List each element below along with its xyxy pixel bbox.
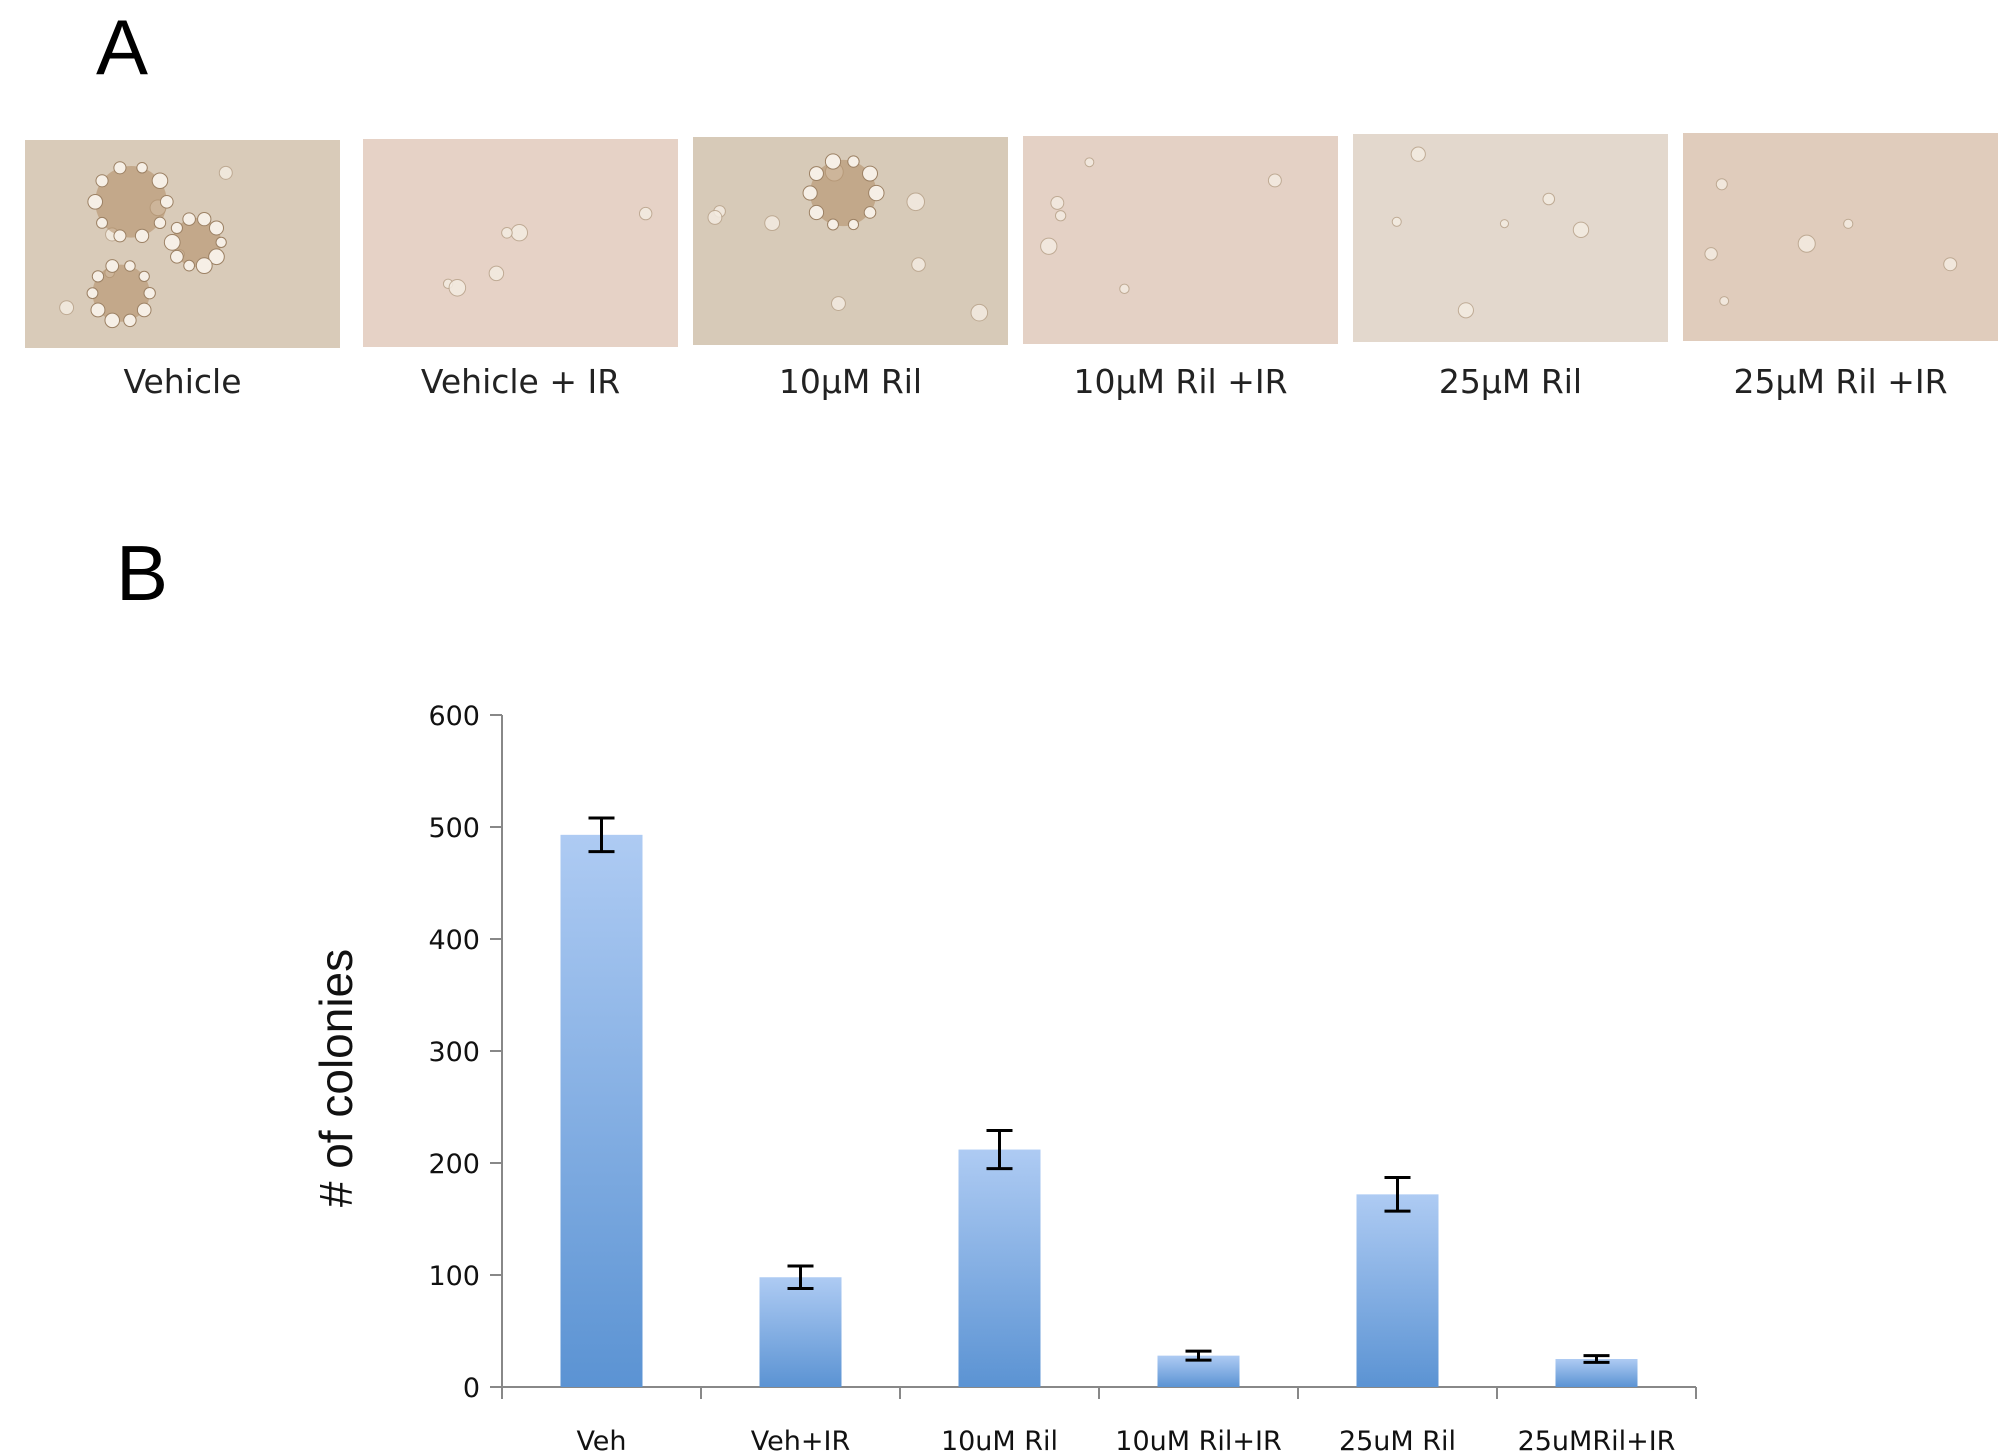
error-bar-2	[787, 1264, 814, 1290]
x-tick-label-5: 25uM Ril	[1339, 1426, 1456, 1455]
photo-caption-6: 25μM Ril +IR	[1733, 362, 1948, 401]
photo-caption-3: 10μM Ril	[778, 362, 923, 401]
photo-caption-5: 25μM Ril	[1438, 362, 1583, 401]
error-bar-1	[588, 816, 615, 854]
y-tick-label: 400	[428, 925, 480, 956]
bar-2	[759, 1277, 842, 1387]
error-bar-3	[986, 1129, 1013, 1171]
colony-photo-4	[1023, 136, 1338, 344]
photo-caption-4: 10μM Ril +IR	[1073, 362, 1288, 401]
y-axis-label: # of colonies	[310, 949, 362, 1207]
chart-tick-labels: 0 100 200 300 400 500 600 Veh Veh+IR 10uM Ril 10uM…	[428, 701, 1675, 1455]
panel-a-letter: A	[96, 3, 149, 91]
colony-photo-6	[1683, 133, 1998, 341]
bar-3	[958, 1149, 1041, 1387]
x-tick-label-3: 10uM Ril	[941, 1426, 1058, 1455]
error-bar-5	[1384, 1176, 1411, 1213]
x-tick-label-1: Veh	[576, 1426, 626, 1455]
x-tick-label-6: 25uMRil+IR	[1518, 1426, 1676, 1455]
y-tick-label: 200	[428, 1149, 480, 1180]
error-bar-4	[1185, 1349, 1212, 1362]
panel-b-letter: B	[116, 529, 169, 617]
y-tick-label: 600	[428, 701, 480, 732]
chart-error-bars	[588, 816, 1610, 1364]
y-tick-label: 0	[463, 1373, 480, 1404]
colony-bar-chart: 0 100 200 300 400 500 600 Veh Veh+IR 10uM Ril 10uM…	[310, 701, 1697, 1455]
bar-5	[1356, 1194, 1439, 1387]
bar-1	[560, 834, 643, 1387]
y-tick-label: 100	[428, 1261, 480, 1292]
y-tick-label: 300	[428, 1037, 480, 1068]
colony-photo-3	[693, 137, 1008, 345]
y-tick-label: 500	[428, 813, 480, 844]
colony-photo-1	[25, 140, 340, 348]
chart-bars	[560, 834, 1638, 1387]
chart-axes	[490, 714, 1697, 1399]
x-tick-label-4: 10uM Ril+IR	[1115, 1426, 1281, 1455]
photo-caption-2: Vehicle + IR	[420, 362, 621, 401]
colony-photo-2	[363, 139, 678, 347]
x-tick-label-2: Veh+IR	[751, 1426, 850, 1455]
photo-caption-1: Vehicle	[123, 362, 242, 401]
colony-photo-5	[1353, 134, 1668, 342]
error-bar-6	[1583, 1354, 1610, 1364]
